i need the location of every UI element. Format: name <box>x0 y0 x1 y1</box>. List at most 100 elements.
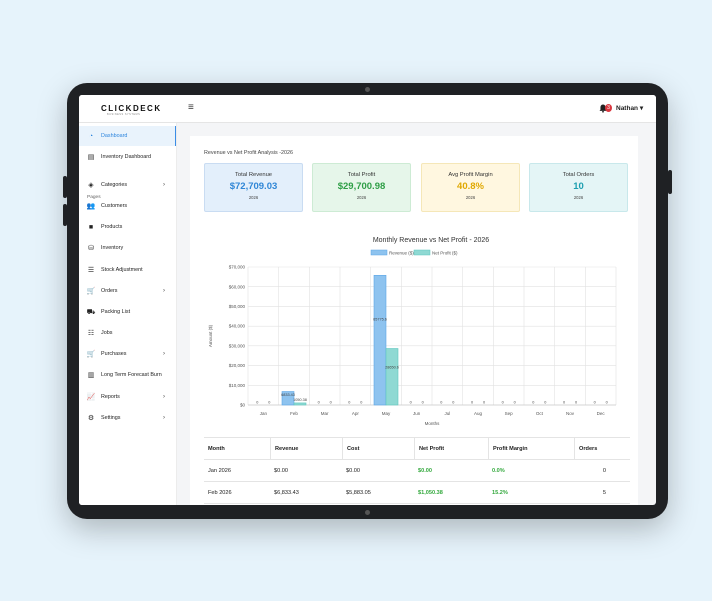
sidebar-item-long-term-forecast-burn[interactable]: ▥ Long Term Forecast Burn <box>79 365 176 385</box>
x-tick-label: May <box>382 411 391 416</box>
table-cell: $1,050.38 <box>418 489 443 496</box>
y-tick-label: $30,000 <box>229 343 246 348</box>
bell-icon[interactable] <box>599 104 607 113</box>
x-tick-label: Jan <box>260 411 268 416</box>
table-row: Feb 2026 $6,833.43 $5,883.05 $1,050.38 15.2%… <box>204 482 630 504</box>
top-bar: CLICKDECK BUSINESS SYSTEMS ≡ 3 Nathan ▾ <box>79 95 656 123</box>
data-label: 0 <box>483 401 485 405</box>
chevron-right-icon: › <box>163 182 165 188</box>
column-header[interactable]: Orders <box>574 438 630 459</box>
column-header[interactable]: Revenue <box>270 438 342 459</box>
table-cell: $6,833.43 <box>274 489 299 496</box>
data-label: 0 <box>256 401 258 405</box>
sidebar-item-customers[interactable]: 👥 Customers <box>79 196 176 216</box>
table-header: Month Revenue Cost Net Profit Profit Margin O… <box>204 437 630 460</box>
avg-profit-margin-card: Avg Profit Margin 40.8% 2026 <box>421 163 520 212</box>
sidebar-item-label: Stock Adjustment <box>101 267 143 273</box>
legend-label: Revenue ($) <box>389 251 414 256</box>
list-icon: ☷ <box>87 330 95 337</box>
sidebar-item-packing-list[interactable]: ⛟ Packing List <box>79 302 176 322</box>
sidebar-item-orders[interactable]: 🛒 Orders › <box>79 281 176 301</box>
x-tick-label: Feb <box>290 411 298 416</box>
sidebar-item-label: Orders <box>101 288 118 294</box>
sidebar-item-inventory[interactable]: ⛁ Inventory <box>79 238 176 258</box>
table-row: Mar 2026$0.00$0.00$0.000.0%0 <box>204 504 630 505</box>
data-label: 0 <box>330 401 332 405</box>
box-icon: ■ <box>88 223 94 231</box>
book-icon: ▥ <box>87 372 95 379</box>
data-label: 0 <box>563 401 565 405</box>
y-tick-label: $70,000 <box>229 265 246 270</box>
table-cell: 5 <box>602 489 606 496</box>
user-name: Nathan <box>616 105 639 112</box>
table-cell: Mar 2026 <box>204 504 270 505</box>
card-value: $72,709.03 <box>229 181 278 192</box>
camera-bottom <box>365 510 370 515</box>
column-header[interactable]: Net Profit <box>414 438 488 459</box>
table-cell: $0.00 <box>418 467 432 474</box>
card-year: 2026 <box>465 195 476 200</box>
y-tick-label: $0 <box>240 403 246 408</box>
x-tick-label: Oct <box>536 411 544 416</box>
menu-toggle-icon[interactable]: ≡ <box>188 102 194 113</box>
sidebar-item-categories[interactable]: ◈ Categories › <box>79 175 176 195</box>
sidebar-item-settings[interactable]: ⚙ Settings › <box>79 408 176 428</box>
table-cell: Jan 2026 <box>208 467 232 474</box>
main-content: Revenue vs Net Profit Analysis -2026 Tot… <box>190 136 638 505</box>
cubes-icon: ⛁ <box>88 245 94 252</box>
table-cell: 0.0% <box>488 504 574 505</box>
chart-title: Monthly Revenue vs Net Profit - 2026 <box>373 237 489 244</box>
dashboard-icon: ◔ <box>88 132 94 140</box>
screen: CLICKDECK BUSINESS SYSTEMS ≡ 3 Nathan ▾ … <box>79 95 656 505</box>
sidebar-item-label: Inventory Dashboard <box>101 154 152 160</box>
sidebar-item-stock-adjustment[interactable]: ☰ Stock Adjustment <box>79 260 176 280</box>
data-label: 0 <box>318 401 320 405</box>
sliders-icon: ☰ <box>87 267 95 274</box>
app-logo[interactable]: CLICKDECK <box>101 104 162 113</box>
card-title: Total Revenue <box>234 172 273 178</box>
y-axis-label: Amount ($) <box>208 324 213 347</box>
table-cell: 0 <box>602 467 606 474</box>
sidebar-item-label: Settings <box>101 415 121 421</box>
user-menu[interactable]: Nathan ▾ <box>616 104 643 112</box>
page-title: Revenue vs Net Profit Analysis -2026 <box>204 150 293 156</box>
bar-revenue <box>373 275 387 406</box>
data-label: 28650.6 <box>385 365 399 369</box>
card-title: Total Profit <box>347 172 376 178</box>
card-year: 2026 <box>573 195 584 200</box>
sidebar-item-products[interactable]: ■ Products <box>79 217 176 237</box>
cart-icon: 🛒 <box>86 288 96 295</box>
sidebar-item-label: Long Term Forecast Burn <box>101 372 162 378</box>
users-icon: 👥 <box>86 203 96 210</box>
notification-badge: 3 <box>605 104 612 112</box>
column-header[interactable]: Month <box>208 445 225 452</box>
table-cell: $5,883.05 <box>346 489 371 496</box>
table-cell: $0.00 <box>342 504 414 505</box>
data-label: 0 <box>544 401 546 405</box>
y-tick-label: $10,000 <box>229 383 246 388</box>
y-tick-label: $40,000 <box>229 324 246 329</box>
data-label: 0 <box>514 401 516 405</box>
sidebar-item-purchases[interactable]: 🛒 Purchases › <box>79 344 176 364</box>
shopping-cart-icon: 🛒 <box>86 351 96 358</box>
sidebar-item-dashboard[interactable]: ◔ Dashboard <box>79 126 176 146</box>
sidebar-item-inventory-dashboard[interactable]: ▤ Inventory Dashboard <box>79 147 176 167</box>
card-title: Avg Profit Margin <box>448 172 493 178</box>
column-header[interactable]: Cost <box>342 438 414 459</box>
total-revenue-card: Total Revenue $72,709.03 2026 <box>204 163 303 212</box>
legend-swatch <box>413 249 431 256</box>
data-label: 0 <box>471 401 473 405</box>
data-label: 0 <box>532 401 534 405</box>
y-tick-label: $50,000 <box>229 304 246 309</box>
sidebar-item-reports[interactable]: 📈 Reports › <box>79 387 176 407</box>
sidebar-item-jobs[interactable]: ☷ Jobs <box>79 323 176 343</box>
layers-icon: ◈ <box>88 182 94 189</box>
bar-net-profit <box>293 402 307 406</box>
card-value: 10 <box>573 181 584 192</box>
sidebar-item-label: Dashboard <box>101 133 128 139</box>
table-cell: 15.2% <box>492 489 508 496</box>
legend-swatch <box>370 249 388 256</box>
data-label: 0 <box>422 401 424 405</box>
card-value: $29,700.98 <box>337 181 386 192</box>
column-header[interactable]: Profit Margin <box>488 438 574 459</box>
